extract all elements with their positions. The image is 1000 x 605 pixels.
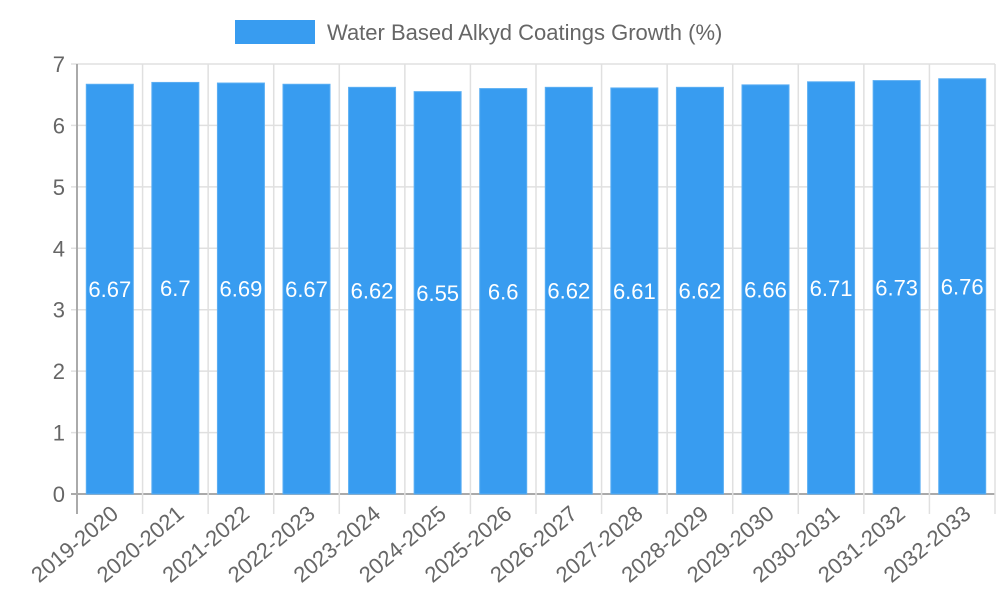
y-tick-label: 7 bbox=[53, 52, 65, 77]
y-tick-label: 4 bbox=[53, 236, 65, 261]
bar bbox=[282, 83, 331, 495]
data-label: 6.55 bbox=[416, 281, 459, 306]
data-label: 6.7 bbox=[160, 276, 191, 301]
bar bbox=[348, 86, 397, 495]
bar bbox=[216, 82, 265, 495]
legend-label: Water Based Alkyd Coatings Growth (%) bbox=[327, 20, 722, 45]
data-label: 6.62 bbox=[351, 279, 394, 304]
bar bbox=[872, 80, 921, 495]
legend-swatch bbox=[235, 20, 315, 44]
bar bbox=[413, 91, 462, 495]
bar bbox=[610, 87, 659, 495]
legend[interactable]: Water Based Alkyd Coatings Growth (%) bbox=[235, 20, 722, 45]
y-tick-label: 0 bbox=[53, 482, 65, 507]
data-label: 6.76 bbox=[941, 274, 984, 299]
data-label: 6.73 bbox=[875, 275, 918, 300]
bar bbox=[479, 88, 528, 495]
data-label: 6.6 bbox=[488, 279, 519, 304]
data-label: 6.66 bbox=[744, 277, 787, 302]
data-label: 6.69 bbox=[220, 277, 263, 302]
bars: 6.67 6.7 6.69 6.67 6.62 6.55 6.6 6.62 6.61 6.62 6.… bbox=[85, 78, 987, 495]
bar bbox=[151, 81, 200, 495]
bar bbox=[938, 78, 987, 495]
data-label: 6.61 bbox=[613, 279, 656, 304]
bar bbox=[544, 86, 593, 495]
y-tick-label: 5 bbox=[53, 175, 65, 200]
y-tick-label: 2 bbox=[53, 359, 65, 384]
bar bbox=[675, 86, 724, 495]
data-label: 6.71 bbox=[810, 276, 853, 301]
data-label: 6.62 bbox=[679, 279, 722, 304]
data-label: 6.67 bbox=[285, 277, 328, 302]
y-axis: 0 1 2 3 4 5 6 7 bbox=[53, 52, 65, 507]
y-tick-label: 1 bbox=[53, 421, 65, 446]
x-axis: 2019-20202020-20212021-20222022-20232023… bbox=[26, 501, 975, 588]
bar bbox=[85, 83, 134, 495]
bar bbox=[807, 81, 856, 495]
grid bbox=[71, 63, 996, 514]
y-tick-label: 6 bbox=[53, 113, 65, 138]
y-tick-label: 3 bbox=[53, 298, 65, 323]
data-label: 6.67 bbox=[88, 277, 131, 302]
data-label: 6.62 bbox=[547, 279, 590, 304]
bar bbox=[741, 84, 790, 495]
